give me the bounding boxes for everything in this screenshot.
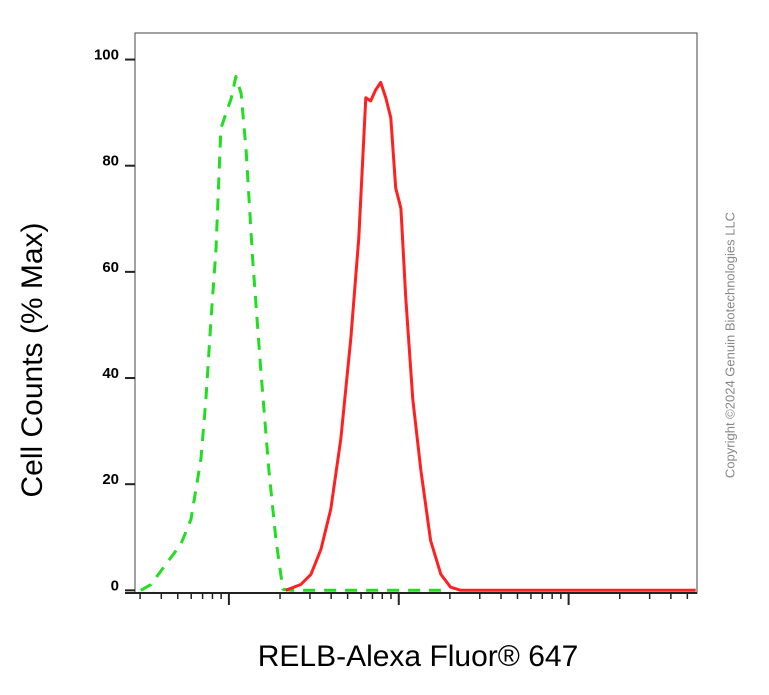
y-tick-label: 20	[102, 471, 119, 488]
y-tick-label: 60	[102, 259, 119, 276]
y-tick-label: 0	[111, 577, 119, 594]
histogram-line	[285, 80, 696, 592]
y-tick-label: 100	[94, 47, 119, 64]
y-axis-label: Cell Counts (% Max)	[16, 222, 49, 497]
x-axis-label: RELB-Alexa Fluor® 647	[258, 640, 579, 673]
histogram-line	[140, 75, 441, 592]
y-tick-label: 80	[102, 153, 119, 170]
y-tick-label: 40	[102, 365, 119, 382]
plot-frame	[134, 32, 698, 594]
copyright: Copyright ©2024 Genuin Biotechnologies L…	[722, 212, 737, 478]
